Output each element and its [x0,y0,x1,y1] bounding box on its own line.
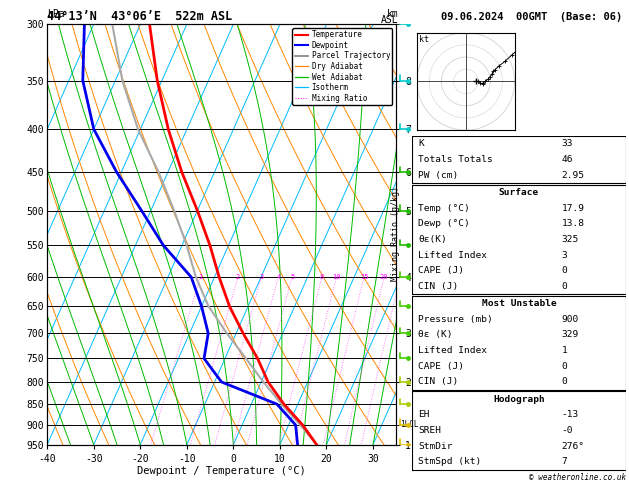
Text: Temp (°C): Temp (°C) [418,204,470,212]
Text: 276°: 276° [562,442,585,451]
Text: 3: 3 [562,251,567,260]
Text: Most Unstable: Most Unstable [482,299,556,308]
Text: Lifted Index: Lifted Index [418,251,487,260]
Text: Totals Totals: Totals Totals [418,155,493,164]
Text: 0: 0 [562,378,567,386]
Text: CAPE (J): CAPE (J) [418,362,464,371]
Text: kt: kt [420,35,430,44]
Text: 1: 1 [198,274,203,280]
Text: 44°13’N  43°06’E  522m ASL: 44°13’N 43°06’E 522m ASL [47,10,233,23]
Text: 0: 0 [562,266,567,275]
Text: 10: 10 [332,274,341,280]
Text: Hodograph: Hodograph [493,395,545,403]
Text: 4: 4 [276,274,281,280]
Text: PW (cm): PW (cm) [418,171,459,180]
Text: 2: 2 [236,274,240,280]
Text: km: km [386,9,398,19]
Text: 1: 1 [562,346,567,355]
Legend: Temperature, Dewpoint, Parcel Trajectory, Dry Adiabat, Wet Adiabat, Isotherm, Mi: Temperature, Dewpoint, Parcel Trajectory… [292,28,392,105]
Text: hPa: hPa [47,9,65,19]
Text: 7: 7 [562,457,567,466]
Text: 329: 329 [562,330,579,339]
Text: ASL: ASL [381,15,398,25]
Text: θε (K): θε (K) [418,330,453,339]
Text: 13.8: 13.8 [562,219,585,228]
Text: -13: -13 [562,410,579,419]
Text: 0: 0 [562,362,567,371]
Text: 1LCL: 1LCL [400,420,418,430]
Text: Lifted Index: Lifted Index [418,346,487,355]
Text: © weatheronline.co.uk: © weatheronline.co.uk [529,473,626,482]
Text: Surface: Surface [499,188,539,197]
Text: StmSpd (kt): StmSpd (kt) [418,457,482,466]
Text: 09.06.2024  00GMT  (Base: 06): 09.06.2024 00GMT (Base: 06) [442,12,623,22]
Text: 17.9: 17.9 [562,204,585,212]
Text: 15: 15 [360,274,368,280]
Text: 3: 3 [259,274,264,280]
Text: 325: 325 [562,235,579,244]
Text: 0: 0 [562,282,567,291]
Text: CAPE (J): CAPE (J) [418,266,464,275]
Text: CIN (J): CIN (J) [418,282,459,291]
Text: SREH: SREH [418,426,442,435]
Text: 5: 5 [290,274,294,280]
Text: Pressure (mb): Pressure (mb) [418,315,493,324]
Text: 2.95: 2.95 [562,171,585,180]
Text: 46: 46 [562,155,573,164]
Text: CIN (J): CIN (J) [418,378,459,386]
Text: EH: EH [418,410,430,419]
Text: K: K [418,139,424,148]
Text: 8: 8 [320,274,324,280]
Text: Mixing Ratio (g/kg): Mixing Ratio (g/kg) [391,186,399,281]
X-axis label: Dewpoint / Temperature (°C): Dewpoint / Temperature (°C) [137,467,306,476]
Text: 20: 20 [380,274,388,280]
Text: θε(K): θε(K) [418,235,447,244]
Text: -0: -0 [562,426,573,435]
Text: Dewp (°C): Dewp (°C) [418,219,470,228]
Text: 33: 33 [562,139,573,148]
Text: StmDir: StmDir [418,442,453,451]
Text: 900: 900 [562,315,579,324]
